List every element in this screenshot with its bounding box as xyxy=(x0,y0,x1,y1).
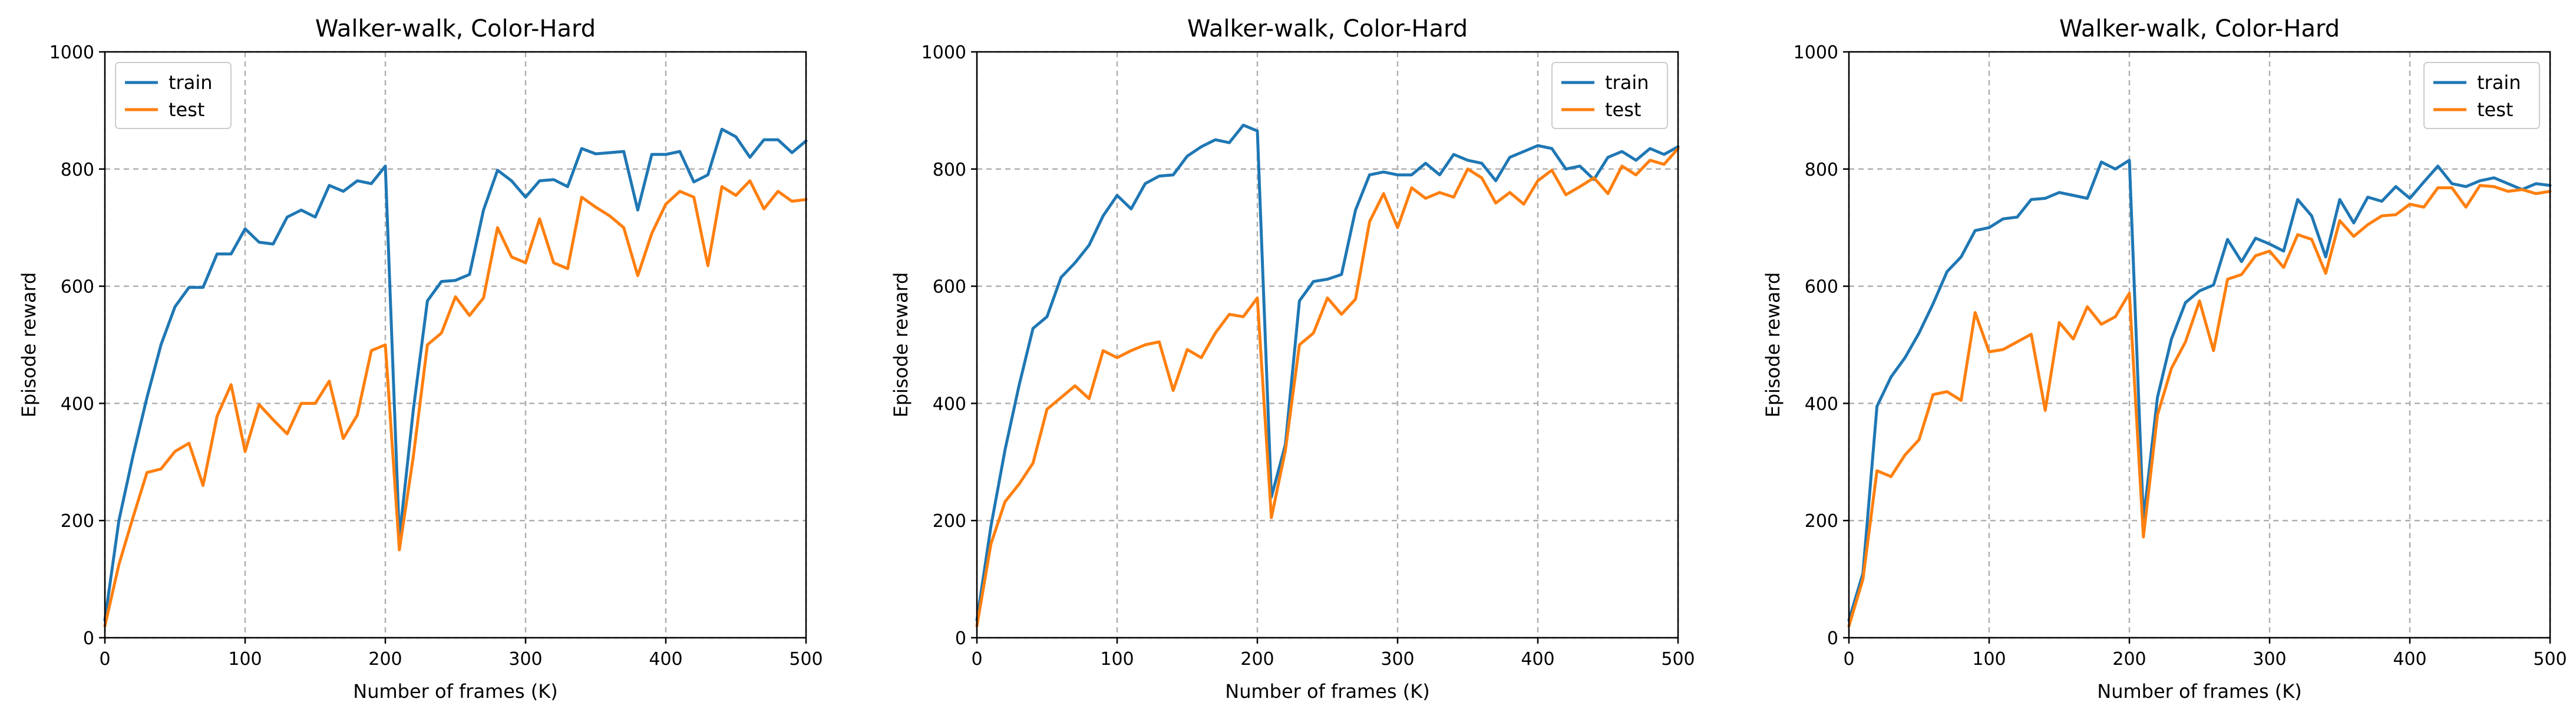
chart-title: Walker-walk, Color-Hard xyxy=(315,15,596,42)
axes-frame xyxy=(1848,51,2551,639)
x-tick-label: 500 xyxy=(789,649,823,670)
legend-box xyxy=(1551,62,1668,129)
x-tick-label: 100 xyxy=(1100,649,1134,670)
series-line-train xyxy=(103,127,808,622)
legend: train test xyxy=(1551,62,1668,129)
y-tick-label: 400 xyxy=(61,394,94,414)
y-tick-label: 800 xyxy=(933,160,966,180)
y-tick-label: 400 xyxy=(1805,394,1838,414)
y-axis-label: Episode reward xyxy=(18,272,40,418)
chart-panel-1: Walker-walk, Color-Hard Number of frames… xyxy=(18,15,823,703)
x-tick-label: 500 xyxy=(1661,649,1695,670)
x-tick-label: 200 xyxy=(1240,649,1274,670)
y-tick-label: 1000 xyxy=(922,42,966,63)
series-line-train xyxy=(975,123,1680,622)
plot-area: 0 100 200 300 400 500 0 200 400 600 800 1000 train te… xyxy=(1794,42,2567,670)
x-tick-label: 300 xyxy=(508,649,542,670)
series-line-test xyxy=(1847,184,2552,628)
x-tick-label: 0 xyxy=(99,649,110,670)
chart-title: Walker-walk, Color-Hard xyxy=(1187,15,1468,42)
axes-frame xyxy=(976,51,1679,639)
legend: train test xyxy=(2423,62,2540,129)
x-tick-label: 400 xyxy=(649,649,682,670)
y-tick-label: 1000 xyxy=(1794,42,1838,63)
x-tick-label: 100 xyxy=(1972,649,2006,670)
y-tick-label: 400 xyxy=(933,394,966,414)
y-tick-label: 600 xyxy=(61,277,94,298)
x-tick-label: 500 xyxy=(2533,649,2567,670)
y-tick-label: 0 xyxy=(955,628,966,649)
y-tick-label: 200 xyxy=(933,511,966,532)
legend-label-train: train xyxy=(169,71,212,94)
x-tick-label: 200 xyxy=(2112,649,2146,670)
legend-box xyxy=(115,62,232,129)
legend-label-test: test xyxy=(2477,98,2513,121)
x-tick-label: 0 xyxy=(971,649,982,670)
y-tick-label: 600 xyxy=(933,277,966,298)
x-tick-label: 100 xyxy=(228,649,262,670)
chart-panel-3: Walker-walk, Color-Hard Number of frames… xyxy=(1762,15,2567,703)
plot-area: 0 100 200 300 400 500 0 200 400 600 800 1000 train te… xyxy=(922,42,1695,670)
chart-panel-2: Walker-walk, Color-Hard Number of frames… xyxy=(890,15,1695,703)
series-line-test xyxy=(975,147,1680,628)
y-tick-label: 200 xyxy=(1805,511,1838,532)
x-tick-label: 0 xyxy=(1843,649,1854,670)
x-tick-label: 300 xyxy=(1381,649,1414,670)
y-tick-label: 0 xyxy=(1827,628,1838,649)
y-tick-label: 600 xyxy=(1805,277,1838,298)
y-tick-label: 800 xyxy=(61,160,94,180)
y-tick-label: 800 xyxy=(1805,160,1838,180)
x-axis-label: Number of frames (K) xyxy=(2097,680,2301,703)
chart-title: Walker-walk, Color-Hard xyxy=(2059,15,2340,42)
y-tick-label: 1000 xyxy=(49,42,94,63)
y-tick-label: 0 xyxy=(83,628,94,649)
y-tick-label: 200 xyxy=(61,511,94,532)
legend: train test xyxy=(115,62,232,129)
axes-frame xyxy=(104,51,807,639)
legend-label-test: test xyxy=(1605,98,1641,121)
x-tick-label: 400 xyxy=(1521,649,1554,670)
legend-label-test: test xyxy=(169,98,204,121)
series-line-train xyxy=(1847,159,2552,622)
legend-label-train: train xyxy=(2477,71,2521,94)
series-line-test xyxy=(103,179,808,628)
legend-label-train: train xyxy=(1605,71,1649,94)
y-axis-label: Episode reward xyxy=(1762,272,1784,418)
x-axis-label: Number of frames (K) xyxy=(353,680,557,703)
x-axis-label: Number of frames (K) xyxy=(1225,680,1429,703)
y-axis-label: Episode reward xyxy=(890,272,912,418)
plot-area: 0 100 200 300 400 500 0 200 400 600 800 1000 train te… xyxy=(49,42,823,670)
x-tick-label: 300 xyxy=(2253,649,2286,670)
x-tick-label: 400 xyxy=(2393,649,2426,670)
x-tick-label: 200 xyxy=(368,649,402,670)
legend-box xyxy=(2423,62,2540,129)
